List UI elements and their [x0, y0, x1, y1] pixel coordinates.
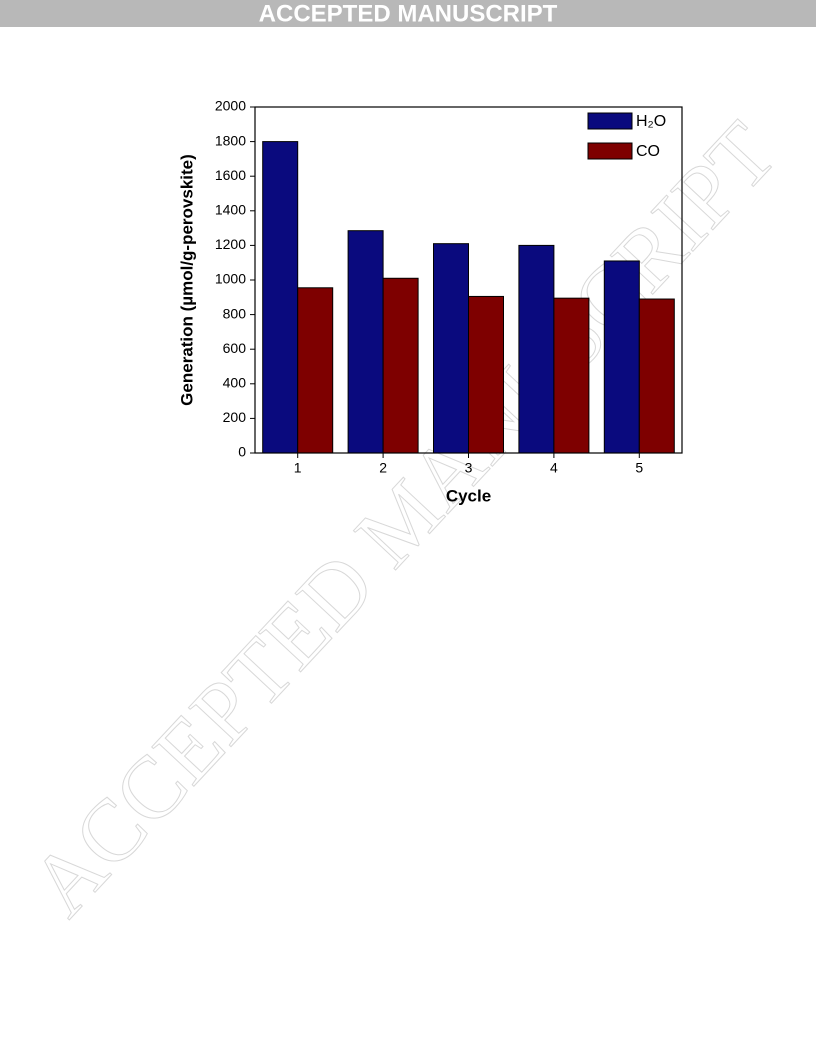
y-tick-label: 1800	[215, 132, 246, 148]
x-tick-label: 2	[379, 460, 387, 476]
legend-label: CO	[636, 143, 660, 160]
bar	[382, 277, 419, 454]
header-bar	[0, 0, 816, 27]
y-tick-label: 400	[223, 375, 247, 391]
x-axis-label: Cycle	[446, 486, 491, 505]
y-tick-label: 2000	[215, 98, 246, 114]
chart: 0 200 400 600 800 1000 1200 1400 1600 1800 2000 1 2 3…	[177, 98, 683, 505]
y-tick-label: 0	[238, 444, 246, 460]
y-tick-label: 800	[223, 305, 247, 321]
bar	[347, 230, 384, 454]
y-tick-label: 1200	[215, 236, 246, 252]
bar	[553, 297, 590, 454]
y-tick-label: 200	[223, 409, 247, 425]
bar	[518, 244, 555, 454]
bar	[262, 141, 299, 454]
y-tick-label: 1000	[215, 271, 246, 287]
header-text: ACCEPTED MANUSCRIPT	[259, 0, 558, 27]
y-tick-label: 1400	[215, 202, 246, 218]
legend-label: H₂O	[636, 113, 666, 130]
bar	[603, 260, 640, 454]
y-tick-label: 1600	[215, 167, 246, 183]
x-tick-label: 1	[294, 460, 302, 476]
y-tick-label: 600	[223, 340, 247, 356]
x-tick-label: 3	[465, 460, 473, 476]
y-axis-label: Generation (µmol/g-perovskite)	[177, 154, 196, 406]
bar	[468, 295, 504, 454]
plot-frame	[254, 106, 683, 454]
bar	[638, 298, 675, 454]
legend-swatch	[587, 112, 633, 130]
x-tick-label: 4	[550, 460, 558, 476]
legend-swatch	[587, 142, 633, 160]
bar	[297, 287, 334, 454]
watermark: ACCEPTED MANUSCRIPT	[12, 105, 795, 935]
bar	[433, 243, 469, 454]
x-tick-label: 5	[635, 460, 643, 476]
